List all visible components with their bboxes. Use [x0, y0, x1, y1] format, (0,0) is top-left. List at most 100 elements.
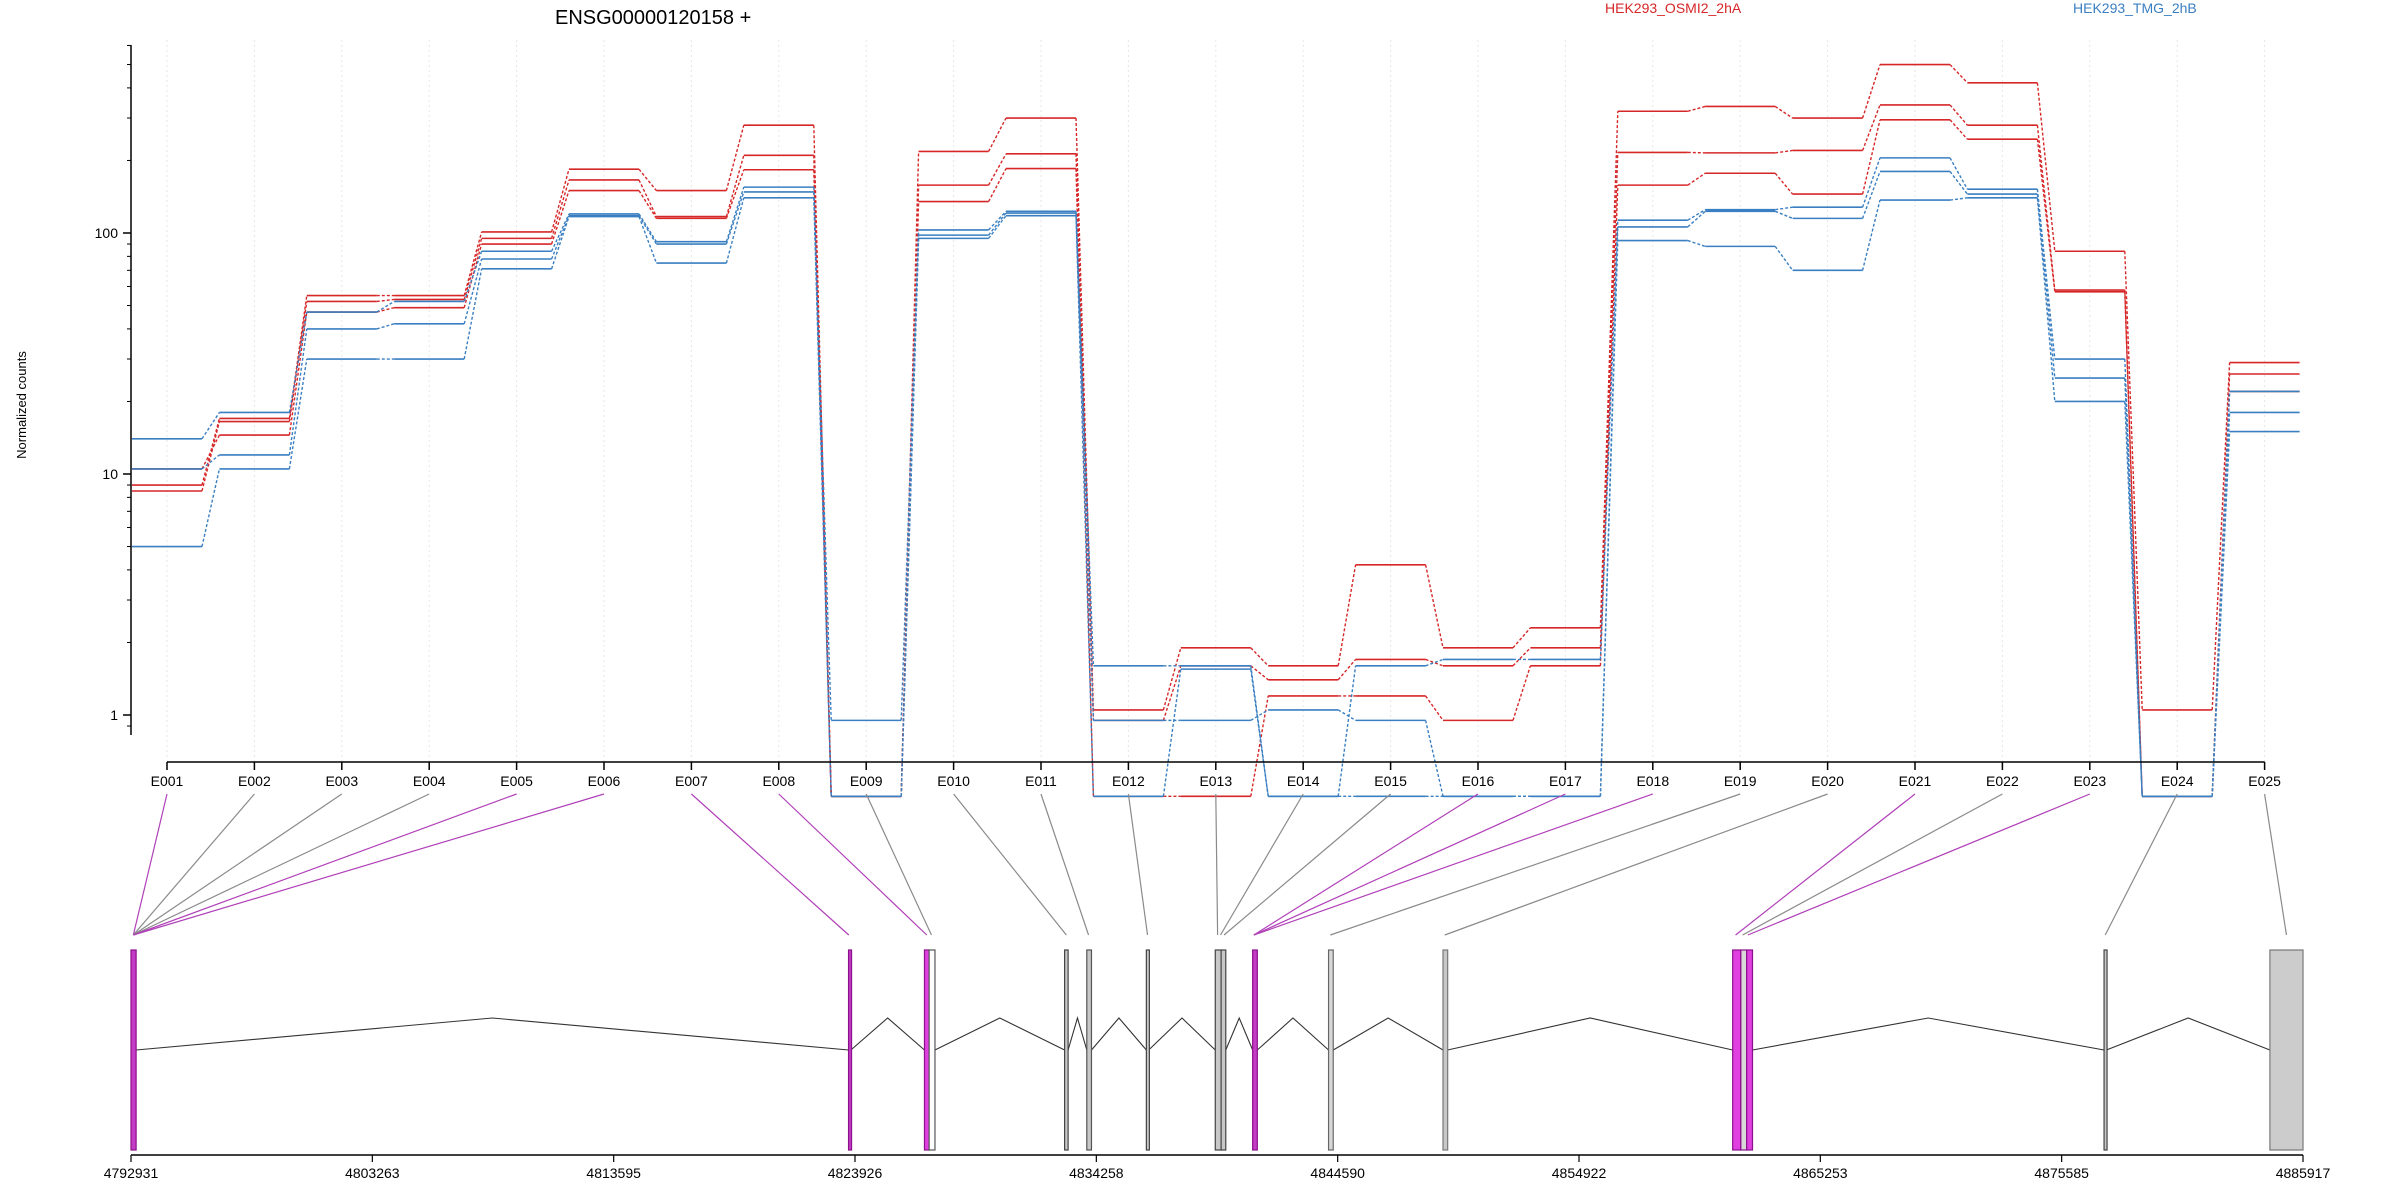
intron [2106, 1017, 2271, 1051]
series-transition [463, 251, 483, 302]
bin-connector [690, 793, 850, 936]
series-transition [1512, 627, 1531, 649]
x-tick-label: E004 [413, 773, 446, 789]
series-transition [2036, 189, 2056, 360]
series-transition [725, 125, 745, 191]
series-transition [725, 155, 745, 217]
intron [1148, 1017, 1216, 1051]
series-transition [1861, 64, 1881, 119]
series-transition [550, 216, 570, 270]
series-transition [1599, 111, 1619, 628]
x-tick-label: E010 [937, 773, 970, 789]
series-transition [1337, 659, 1357, 681]
series-transition [1075, 117, 1095, 710]
genomic-tick-label: 4844590 [1310, 1165, 1365, 1181]
series-transition [638, 168, 657, 192]
bin-connector [2104, 793, 2178, 936]
bin-connector [133, 793, 430, 936]
bin-connector [133, 793, 605, 936]
series-transition [1949, 64, 1968, 84]
bin-to-exon-connectors [132, 793, 2288, 936]
series-transition [550, 179, 570, 239]
series-transition [201, 468, 221, 547]
x-tick-label: E005 [500, 773, 533, 789]
intron [1067, 1016, 1088, 1051]
series-transition [550, 213, 570, 252]
series-transition [2036, 139, 2056, 292]
bin-connector [865, 793, 933, 936]
bin-grid-lines [166, 40, 2266, 762]
series-transition [725, 169, 745, 219]
series-transition [550, 190, 570, 245]
series-transition [1774, 210, 1793, 220]
bin-connector [1330, 793, 1741, 936]
series-transition [2124, 401, 2143, 797]
series-transition [201, 434, 221, 470]
series-transition [1775, 149, 1793, 154]
chart-title: ENSG00000120158 + [555, 7, 751, 29]
genomic-coordinate-axis: 4792931 4803263 4813595 4823926 4834258 48445… [104, 1154, 2330, 1181]
x-tick-label: E006 [588, 773, 621, 789]
series-transition [1775, 206, 1793, 211]
series-transition [1337, 665, 1357, 797]
series-transition [201, 454, 220, 470]
intron [934, 1017, 1065, 1051]
exon-bin-axis: E001 E002 E003 E004 E005 E006 E007 E008 E009 E010… [151, 761, 2281, 789]
series-transition [1687, 210, 1706, 228]
series-transition [376, 300, 395, 313]
series-transition [1774, 105, 1793, 119]
series-transition [1424, 720, 1444, 797]
exon-block [1145, 949, 1150, 1151]
series-transition [2124, 291, 2143, 797]
y-axis: 1 10 100 [95, 44, 132, 735]
series-transition [1949, 157, 1969, 190]
exon-block [1327, 949, 1334, 1151]
exon-block [1064, 949, 1069, 1151]
series-transition [1949, 171, 1968, 195]
y-tick-label: 100 [95, 225, 119, 241]
series-transition [987, 117, 1007, 152]
x-tick-label: E003 [325, 773, 358, 789]
series-transition [1949, 119, 1968, 140]
series-transition [2036, 82, 2056, 252]
exon-block [928, 949, 936, 1151]
series-transition [1162, 669, 1182, 797]
bin-connector [1223, 793, 1391, 936]
x-tick-label: E007 [675, 773, 708, 789]
series-transition [1162, 665, 1182, 721]
series-transition [900, 238, 920, 797]
intron [1332, 1017, 1444, 1051]
series-transition [1949, 197, 1968, 201]
x-tick-label: E009 [850, 773, 883, 789]
intron [136, 1017, 849, 1051]
series-transition [201, 412, 220, 440]
x-tick-label: E023 [2073, 773, 2106, 789]
series-transition [463, 258, 483, 324]
exon-block [1086, 949, 1093, 1151]
intron [1091, 1017, 1147, 1051]
intron [1225, 1016, 1254, 1051]
series-transition [1861, 171, 1881, 219]
series-transition [988, 212, 1007, 236]
x-tick-label: E016 [1462, 773, 1495, 789]
series-transition [638, 179, 658, 217]
exon-block [1442, 949, 1449, 1151]
genomic-tick-label: 4875585 [2034, 1165, 2089, 1181]
bin-connector [132, 793, 168, 936]
expression-lines [132, 63, 2300, 798]
x-tick-label: E013 [1199, 773, 1232, 789]
exon-block [1252, 949, 1258, 1151]
bin-connector [1215, 793, 1219, 936]
bin-connector [953, 793, 1067, 936]
intron [1752, 1017, 2105, 1051]
series-transition [2211, 362, 2231, 710]
genomic-tick-label: 4792931 [104, 1165, 159, 1181]
series-transition [1425, 695, 1444, 721]
x-tick-label: E018 [1636, 773, 1669, 789]
intron [850, 1017, 925, 1051]
bin-connector [133, 793, 517, 936]
x-tick-label: E011 [1025, 773, 1057, 789]
series-transition [1861, 157, 1881, 208]
y-tick-label: 1 [110, 707, 118, 723]
